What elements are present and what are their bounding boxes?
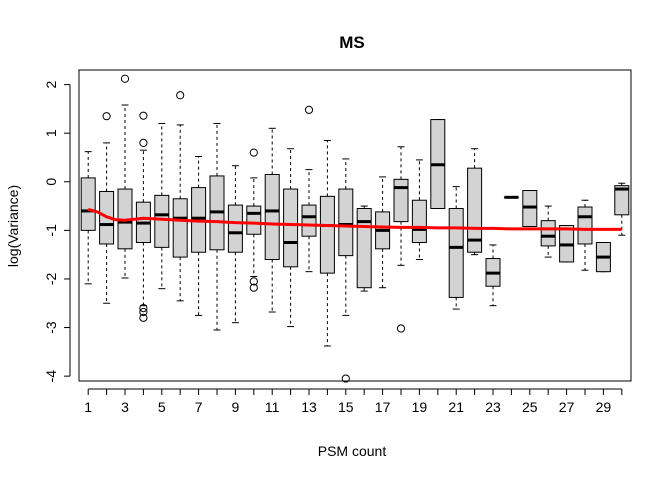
- box-body: [264, 173, 280, 261]
- chart-title: MS: [339, 33, 365, 52]
- trend-layer: [87, 208, 622, 231]
- box-body: [448, 207, 464, 298]
- plot-frame: [78, 69, 632, 382]
- box-body: [540, 220, 556, 247]
- box-7: [191, 155, 207, 316]
- box-17: [375, 176, 391, 289]
- outlier-point: [139, 313, 148, 322]
- y-axis-label: log(Variance): [5, 185, 21, 267]
- outlier-point: [139, 138, 148, 147]
- trend-line: [87, 208, 622, 231]
- x-axis: 1 3 5 7 9 11 13 15 17 19 21 23 25 27 29: [84, 388, 623, 415]
- x-tick-label: 19: [412, 399, 428, 415]
- x-tick-label: 9: [232, 399, 240, 415]
- x-axis-label: PSM count: [318, 443, 387, 459]
- box-19: [411, 159, 427, 261]
- x-tick-label: 5: [158, 399, 166, 415]
- x-tick-label: 7: [195, 399, 203, 415]
- box-23: [485, 244, 501, 307]
- box-14: [319, 139, 335, 347]
- box-10: [246, 148, 262, 292]
- box-15: [338, 158, 354, 383]
- box-body: [154, 194, 170, 248]
- box-2: [99, 112, 115, 304]
- box-body: [338, 188, 354, 257]
- outlier-point: [102, 112, 111, 121]
- box-16: [356, 205, 372, 292]
- outlier-point: [249, 283, 258, 292]
- box-body: [80, 177, 96, 231]
- x-tick-label: 17: [375, 399, 391, 415]
- box-22: [467, 148, 483, 256]
- outlier-point: [139, 307, 148, 317]
- x-tick-label: 11: [265, 399, 280, 415]
- box-3: [117, 74, 133, 279]
- outlier-point: [139, 111, 148, 120]
- y-tick-label: 2: [43, 80, 59, 88]
- box-body: [356, 207, 372, 289]
- box-body: [411, 199, 427, 244]
- box-21: [448, 186, 464, 310]
- box-30: [614, 182, 630, 236]
- outlier-point: [249, 277, 258, 286]
- x-tick-label: 23: [485, 399, 501, 415]
- box-body: [614, 185, 630, 216]
- box-18: [393, 146, 409, 333]
- y-axis: -4 -3 -2 -1 0 1 2: [43, 80, 71, 383]
- box-1: [80, 151, 96, 285]
- y-tick-label: -4: [43, 370, 59, 383]
- outlier-point: [176, 91, 185, 100]
- box-28: [577, 199, 593, 271]
- outlier-point: [341, 374, 350, 383]
- box-25: [522, 190, 538, 227]
- box-13: [301, 105, 317, 273]
- box-6: [172, 91, 188, 302]
- box-body: [577, 206, 593, 245]
- y-tick-label: -1: [43, 224, 59, 237]
- box-body: [467, 167, 483, 253]
- box-12: [283, 148, 299, 328]
- x-tick-label: 25: [522, 399, 538, 415]
- box-body: [301, 204, 317, 237]
- x-tick-label: 29: [596, 399, 612, 415]
- box-11: [264, 127, 280, 313]
- x-tick-label: 13: [301, 399, 317, 415]
- x-tick-label: 21: [448, 399, 464, 415]
- box-26: [540, 205, 556, 258]
- box-body: [393, 178, 409, 223]
- boxes-layer: [80, 74, 630, 383]
- y-tick-label: 0: [43, 178, 59, 186]
- box-body: [172, 198, 188, 258]
- y-tick-label: -3: [43, 321, 59, 334]
- box-4: [135, 111, 151, 322]
- box-20: [430, 119, 446, 209]
- box-5: [154, 122, 170, 290]
- box-body: [246, 205, 262, 235]
- y-tick-label: -2: [43, 273, 59, 286]
- box-8: [209, 122, 225, 331]
- box-body: [319, 195, 335, 274]
- outlier-point: [249, 148, 258, 157]
- box-29: [595, 242, 611, 273]
- box-9: [227, 165, 243, 324]
- outlier-point: [120, 74, 130, 83]
- x-tick-label: 15: [338, 399, 354, 415]
- outlier-point: [139, 304, 148, 313]
- box-body: [283, 188, 299, 268]
- outlier-point: [304, 105, 314, 114]
- x-tick-label: 1: [84, 399, 92, 415]
- box-body: [227, 204, 243, 253]
- outlier-point: [396, 324, 406, 333]
- x-tick-label: 3: [121, 399, 129, 415]
- x-tick-label: 27: [559, 399, 575, 415]
- y-tick-label: 1: [43, 129, 59, 137]
- box-27: [559, 225, 575, 263]
